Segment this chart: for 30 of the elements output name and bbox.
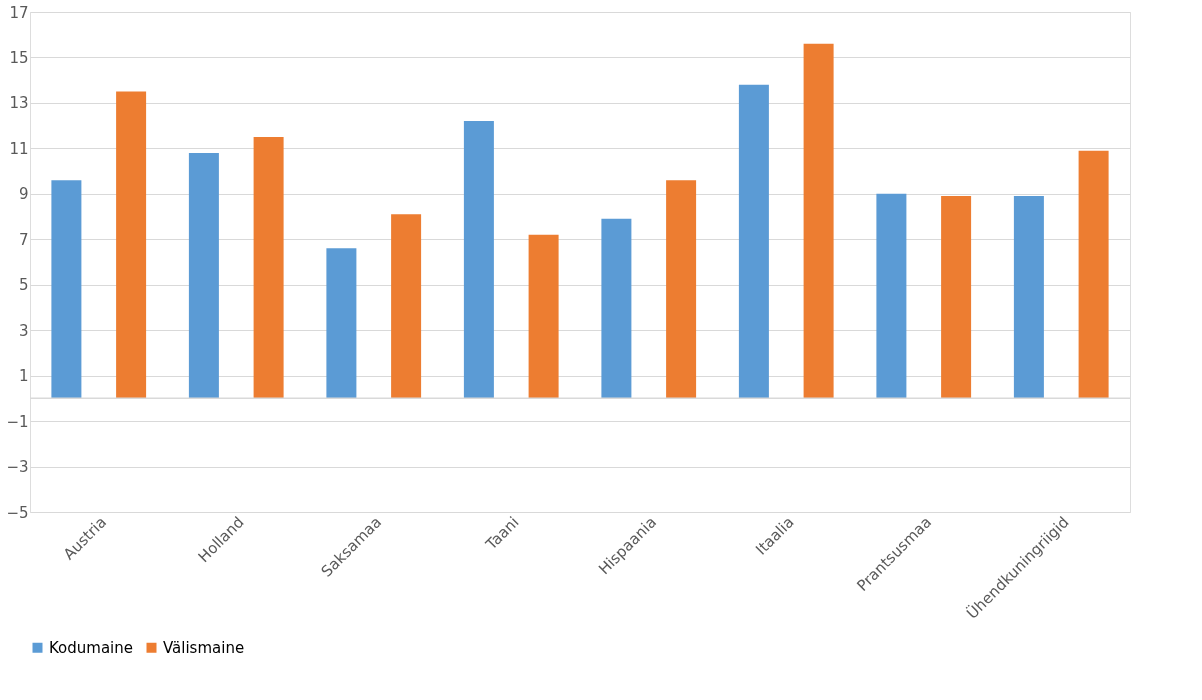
bar: [1013, 196, 1044, 399]
y-tick-label: −5: [6, 503, 29, 522]
y-tick-label: 13: [9, 94, 29, 113]
y-tick-label: −3: [6, 458, 29, 477]
bar: [51, 180, 82, 399]
bar: [391, 214, 422, 399]
bar: [601, 218, 632, 399]
bar: [188, 152, 219, 399]
bar: [528, 234, 559, 399]
bar: [253, 137, 284, 399]
bar: [941, 196, 972, 399]
bar: [803, 43, 834, 399]
legend-label: Kodumaine: [49, 638, 134, 657]
bar: [463, 121, 494, 399]
y-tick-label: 17: [9, 3, 29, 22]
legend-label: Välismaine: [163, 638, 245, 657]
y-tick-label: 15: [9, 48, 29, 67]
y-tick-label: 7: [18, 230, 29, 249]
bar: [1078, 150, 1109, 399]
y-tick-label: 11: [9, 139, 29, 158]
bar: [666, 180, 697, 399]
y-tick-label: 3: [18, 321, 29, 340]
y-tick-label: 9: [18, 185, 29, 204]
bar: [116, 91, 147, 399]
y-tick-label: −1: [6, 412, 29, 431]
y-tick-label: 5: [18, 276, 29, 295]
bar: [326, 248, 357, 399]
bar: [738, 84, 769, 399]
bar: [876, 193, 907, 399]
y-tick-label: 1: [18, 367, 29, 386]
